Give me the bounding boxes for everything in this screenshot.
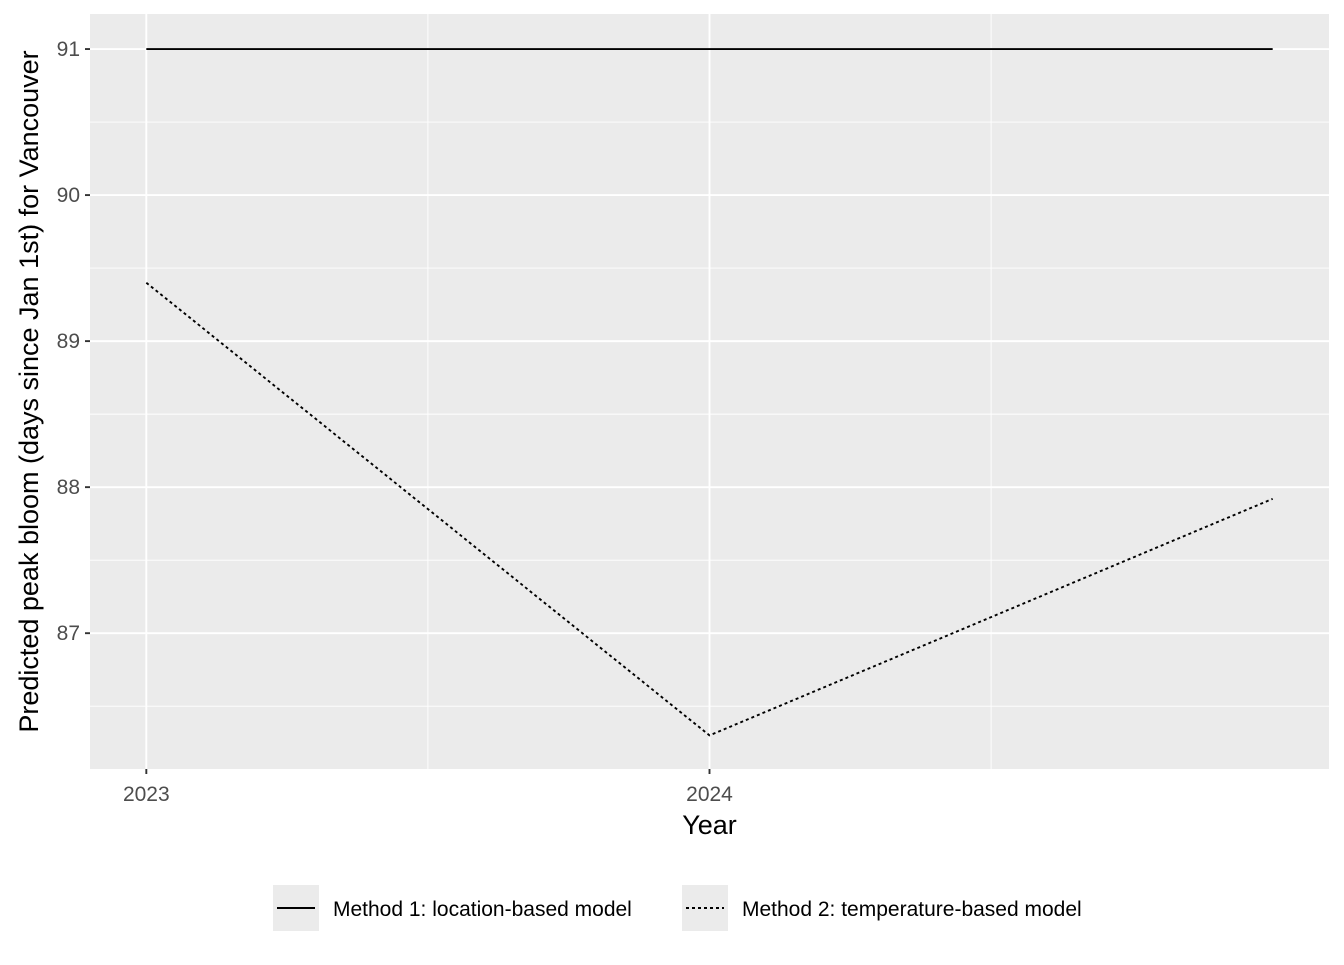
y-tick-label: 91 (57, 38, 80, 61)
y-axis-title: Predicted peak bloom (days since Jan 1st… (14, 50, 44, 732)
legend-label: Method 2: temperature-based model (742, 898, 1082, 921)
series-line-2 (145, 281, 1274, 737)
x-axis-title: Year (682, 810, 737, 840)
y-tick-label: 89 (57, 330, 80, 353)
legend-item-1: Method 1: location-based model (273, 885, 632, 931)
series-lines (145, 48, 1274, 737)
x-tick-label: 2024 (686, 783, 733, 806)
y-tick-label: 87 (57, 622, 80, 645)
y-tick-label: 88 (57, 476, 80, 499)
x-tick-label: 2023 (123, 783, 170, 806)
legend-label: Method 1: location-based model (333, 898, 632, 921)
legend: Method 1: location-based model Method 2: … (273, 885, 1082, 931)
legend-item-2: Method 2: temperature-based model (682, 885, 1082, 931)
y-tick-label: 90 (57, 184, 80, 207)
y-axis: 87 88 89 90 91 (57, 38, 90, 645)
x-axis: 2023 2024 (123, 769, 733, 806)
